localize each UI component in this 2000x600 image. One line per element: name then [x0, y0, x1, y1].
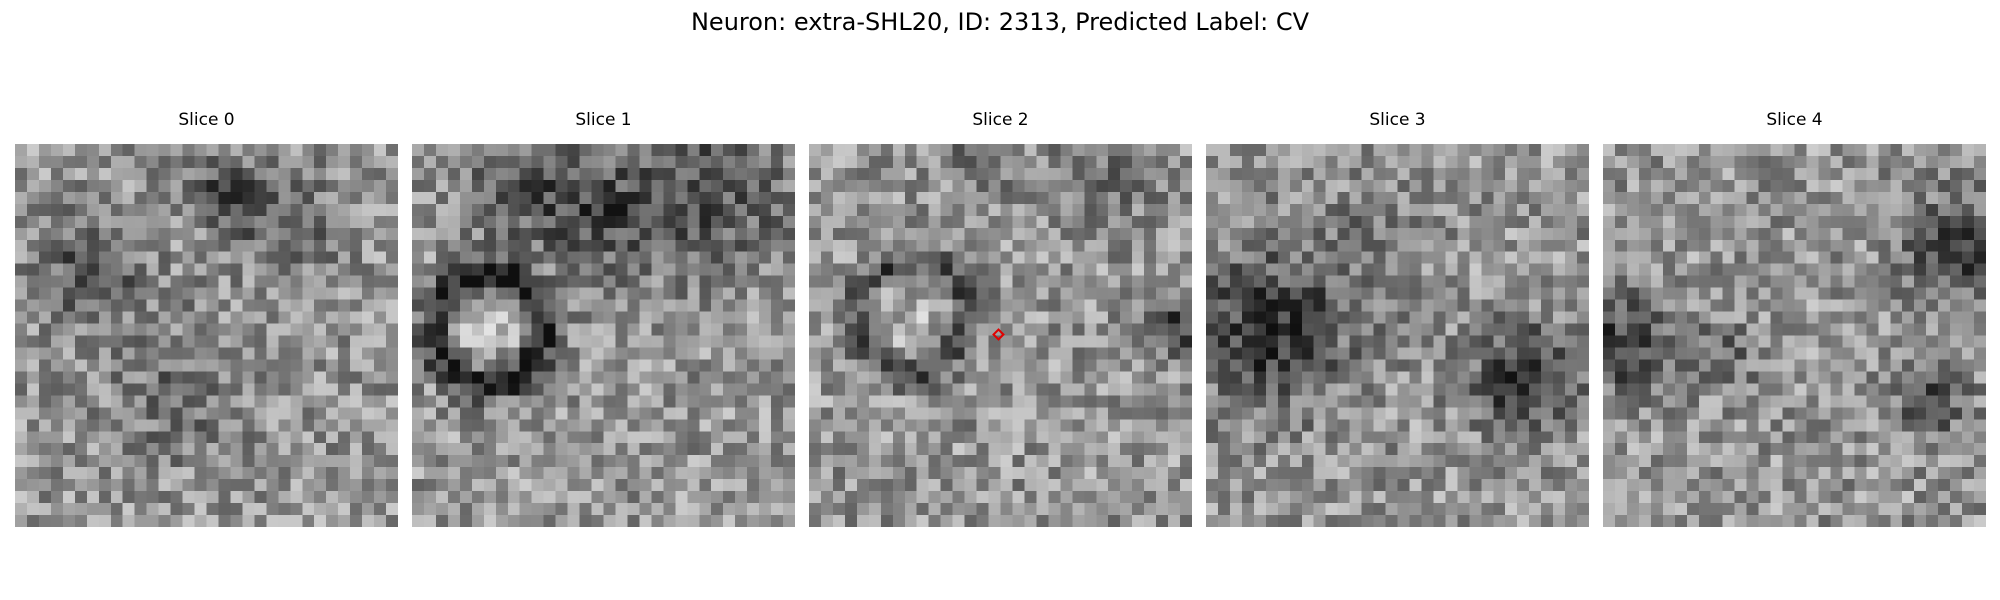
slice-title-4: Slice 4 [1766, 110, 1823, 130]
slice-panel-3: Slice 3 [1206, 110, 1589, 527]
slice-image-3 [1206, 144, 1589, 527]
slice-title-1: Slice 1 [575, 110, 632, 130]
slice-image-0 [15, 144, 398, 527]
slice-image-2 [809, 144, 1192, 527]
slice-panel-0: Slice 0 [15, 110, 398, 527]
slice-title-3: Slice 3 [1369, 110, 1426, 130]
slice-title-2: Slice 2 [972, 110, 1029, 130]
slice-panel-2: Slice 2 [809, 110, 1192, 527]
slice-image-1 [412, 144, 795, 527]
slice-image-4 [1603, 144, 1986, 527]
slice-panel-1: Slice 1 [412, 110, 795, 527]
slice-panel-4: Slice 4 [1603, 110, 1986, 527]
figure-title: Neuron: extra-SHL20, ID: 2313, Predicted… [690, 8, 1310, 36]
slice-title-0: Slice 0 [178, 110, 235, 130]
